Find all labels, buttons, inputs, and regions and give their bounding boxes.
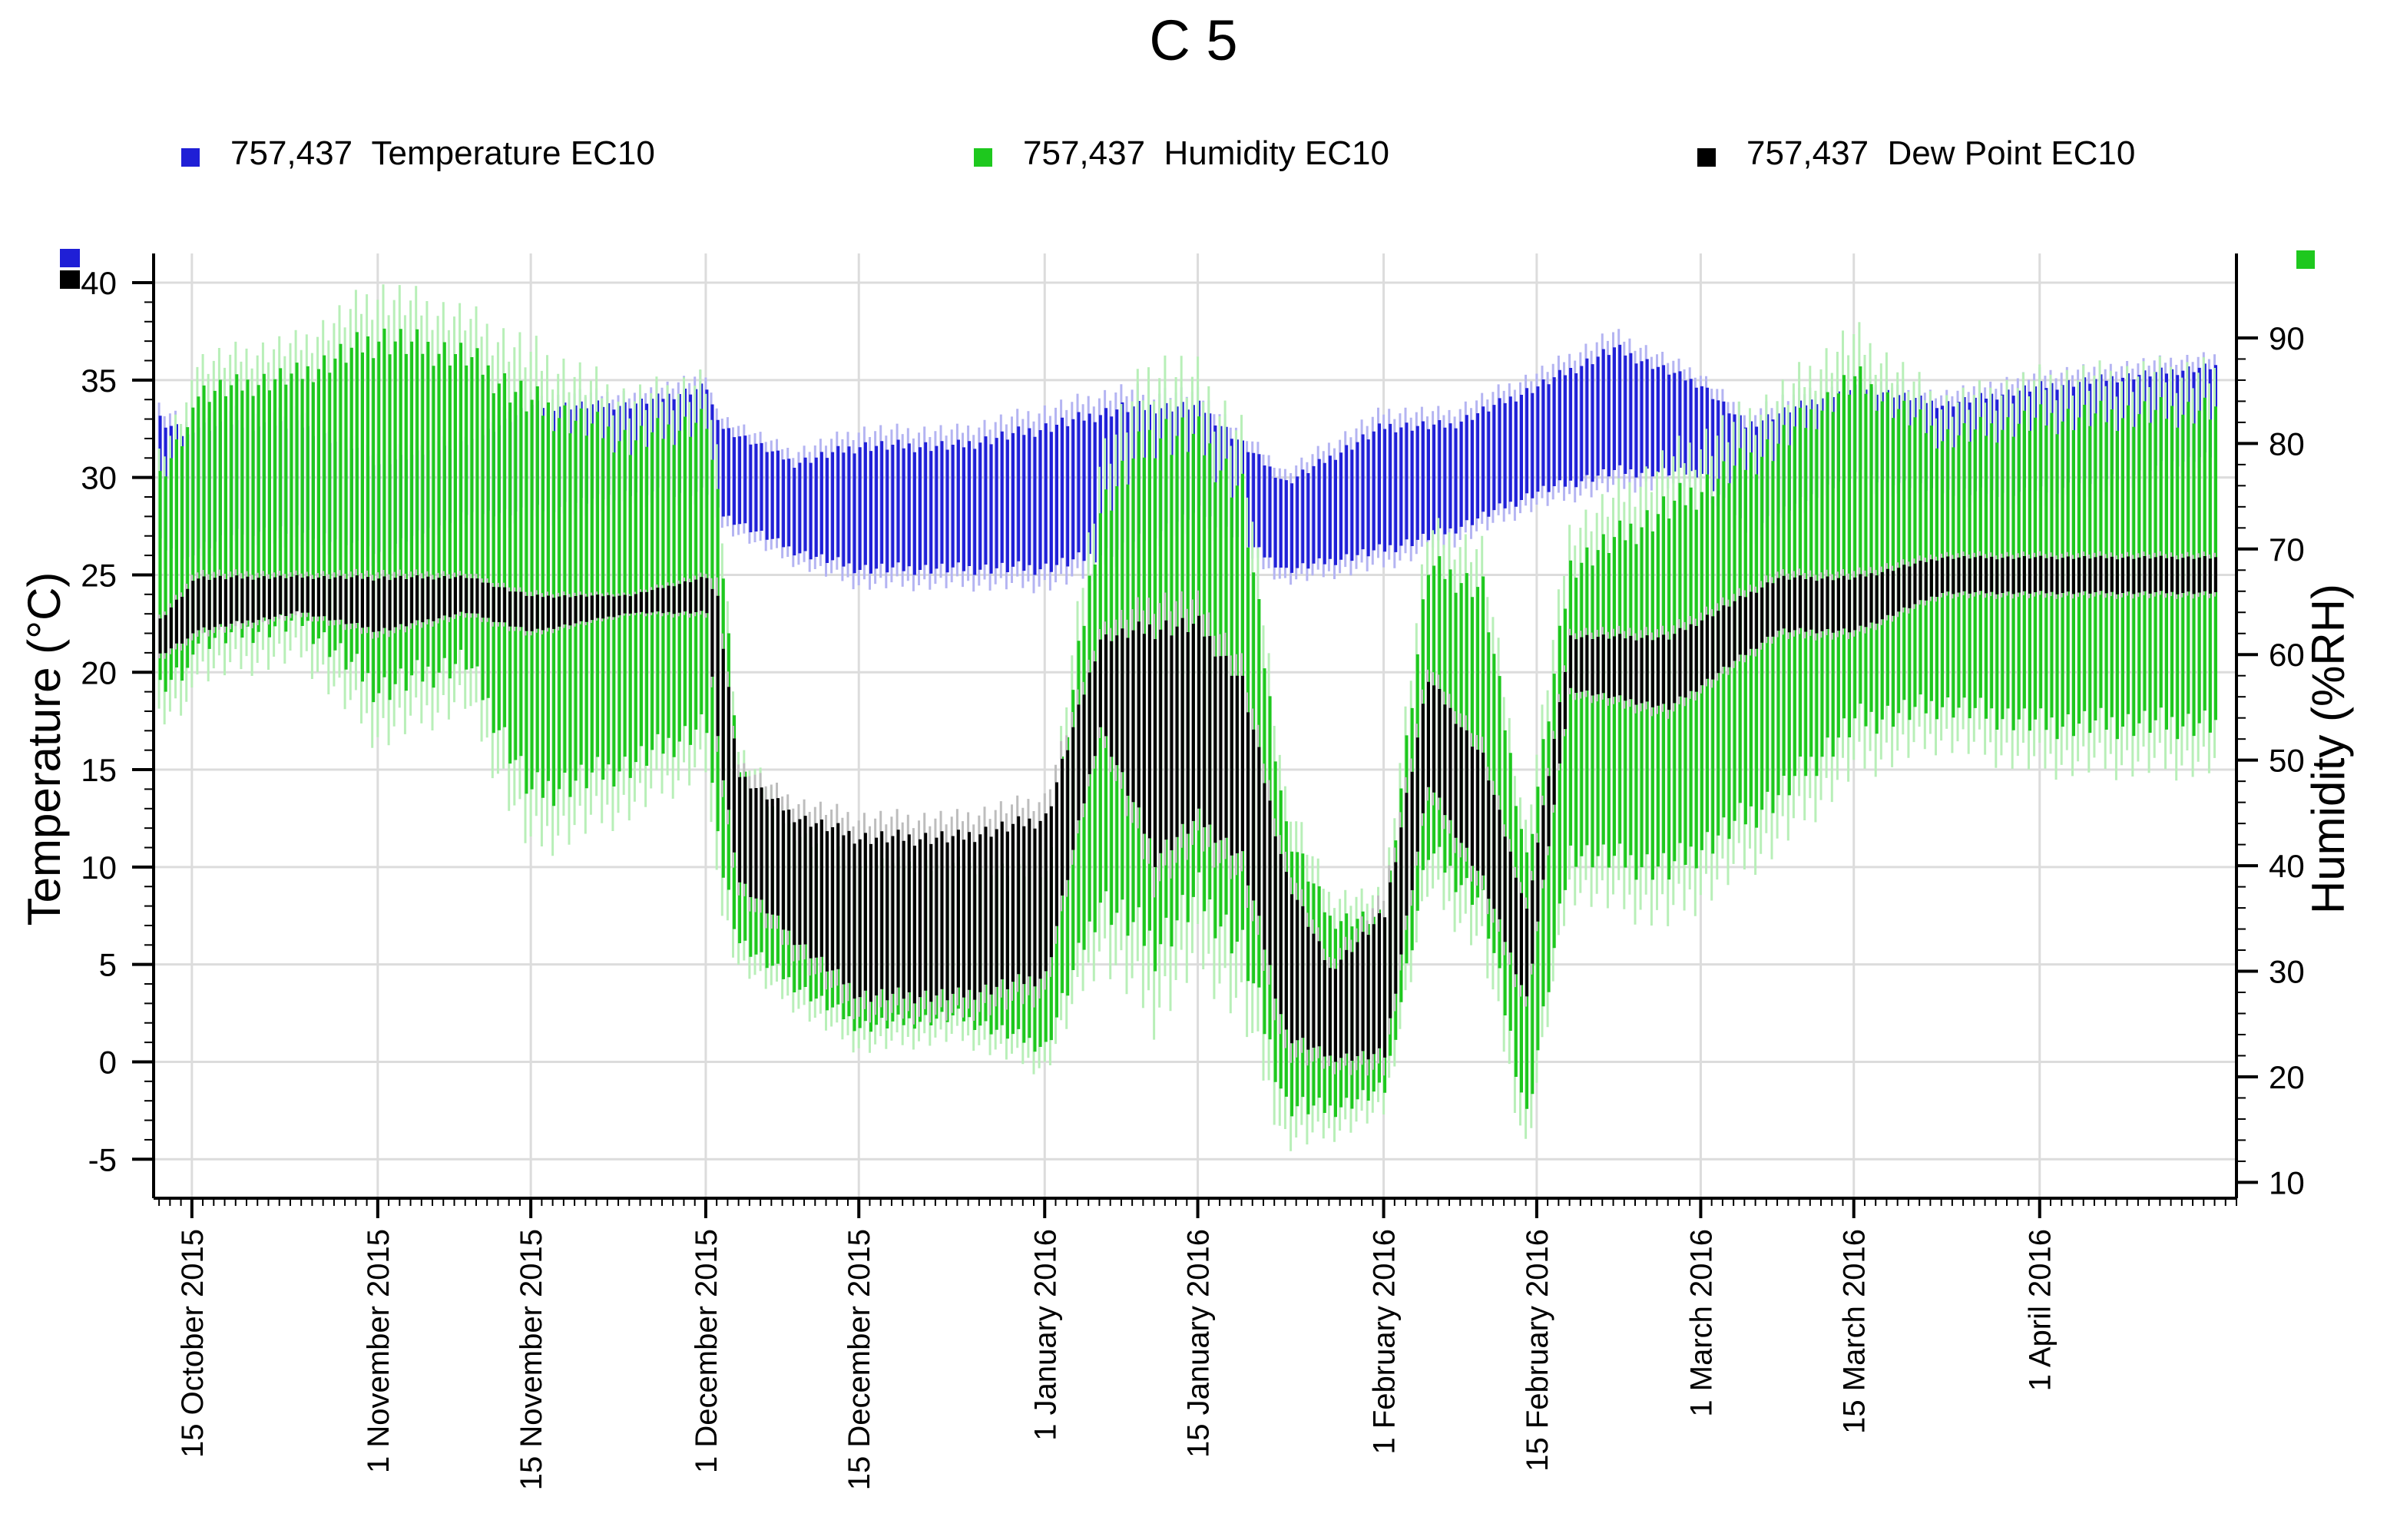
y-left-marker-temperature [60, 249, 80, 267]
legend-swatch-temperature [181, 148, 200, 167]
y-left-tick-label: 30 [81, 460, 117, 496]
series-dew-point-line [158, 555, 2217, 1062]
legend-label-humidity: Humidity EC10 [1164, 134, 1389, 172]
legend-id-humidity: 757,437 [1023, 134, 1146, 172]
y-left-tick-label: -5 [88, 1141, 117, 1177]
y-left-tick-label: 35 [81, 363, 117, 399]
x-tick-label: 1 November 2015 [362, 1229, 396, 1473]
legend-item-temperature[interactable]: 757,437 Temperature EC10 [181, 131, 655, 177]
x-tick-label: 1 January 2016 [1028, 1229, 1062, 1441]
y-right-marker-humidity [2296, 250, 2315, 269]
legend-label-temperature: Temperature EC10 [371, 134, 655, 172]
x-tick-label: 1 February 2016 [1368, 1229, 1402, 1455]
x-tick-label: 1 March 2016 [1684, 1229, 1718, 1417]
y-left-marker-dew-point [60, 270, 80, 289]
x-tick-label: 15 December 2015 [843, 1229, 876, 1490]
legend-item-humidity[interactable]: 757,437 Humidity EC10 [974, 131, 1389, 177]
x-tick-label: 15 January 2016 [1182, 1229, 1216, 1458]
legend-swatch-dew-point [1697, 148, 1716, 167]
x-tick-label: 1 December 2015 [690, 1229, 723, 1473]
y-axis-left-title: Temperature (°C) [18, 572, 70, 926]
y-right-tick-label: 20 [2269, 1059, 2305, 1095]
y-right-tick-label: 60 [2269, 637, 2305, 673]
y-right-tick-label: 70 [2269, 532, 2305, 568]
y-axis-right-title: Humidity (%RH) [2303, 584, 2354, 914]
x-tick-label: 15 November 2015 [515, 1229, 548, 1490]
y-right-tick-label: 40 [2269, 848, 2305, 884]
y-right-tick-label: 10 [2269, 1164, 2305, 1201]
legend-swatch-humidity [974, 148, 992, 167]
y-left-tick-label: 40 [81, 265, 117, 301]
y-right-tick-label: 30 [2269, 954, 2305, 990]
x-tick-label: 15 October 2015 [176, 1229, 210, 1458]
y-right-tick-label: 90 [2269, 320, 2305, 356]
y-left-tick-label: 5 [99, 947, 117, 983]
y-right-tick-label: 80 [2269, 426, 2305, 462]
y-left-tick-label: 25 [81, 557, 117, 593]
x-tick-label: 1 April 2016 [2024, 1229, 2058, 1391]
legend-id-dew-point: 757,437 [1746, 134, 1869, 172]
y-right-tick-label: 50 [2269, 743, 2305, 779]
y-left-tick-label: 0 [99, 1044, 117, 1080]
legend-id-temperature: 757,437 [230, 134, 353, 172]
y-left-tick-label: 10 [81, 849, 117, 886]
y-left-tick-label: 15 [81, 752, 117, 788]
x-tick-label: 15 February 2016 [1521, 1229, 1554, 1472]
chart-title: C 5 [1149, 8, 1238, 72]
legend-item-dew-point[interactable]: 757,437 Dew Point EC10 [1697, 131, 2135, 177]
y-left-tick-label: 20 [81, 654, 117, 691]
x-tick-label: 15 March 2016 [1838, 1229, 1872, 1434]
legend-label-dew-point: Dew Point EC10 [1887, 134, 2136, 172]
